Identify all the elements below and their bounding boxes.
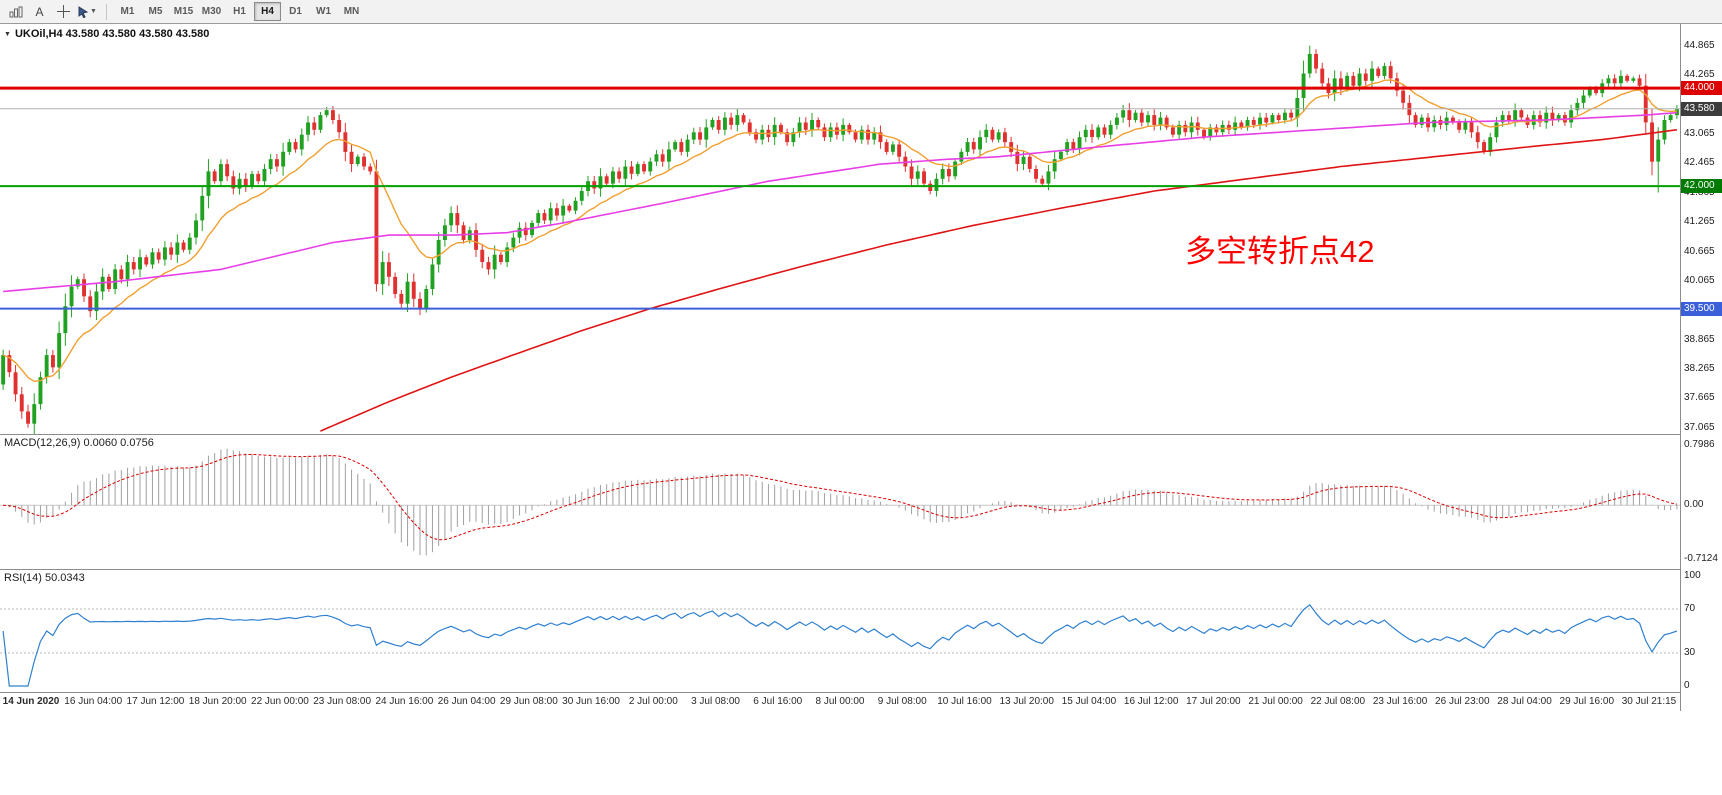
ma-fast-line	[2, 79, 1677, 383]
timeframe-button-W1[interactable]: W1	[310, 2, 337, 21]
timeframe-button-M5[interactable]: M5	[142, 2, 169, 21]
rsi-line	[2, 603, 1678, 687]
time-axis-label: 22 Jun 00:00	[251, 696, 309, 707]
time-axis-label: 29 Jul 16:00	[1559, 696, 1615, 707]
symbol-ohlc-label: UKOil,H4 43.580 43.580 43.580 43.580	[14, 28, 210, 40]
rsi-canvas[interactable]	[0, 570, 1680, 692]
price-axis-label: 38.865	[1684, 334, 1715, 345]
price-badge-43.580: 43.580	[1681, 102, 1722, 116]
price-axis-label: 44.865	[1684, 40, 1715, 51]
time-axis-label: 24 Jun 16:00	[375, 696, 434, 707]
cursor-icon	[78, 5, 89, 18]
macd-histogram	[8, 448, 1678, 556]
timeframe-group: M1 M5 M15 M30 H1 H4 D1 W1 MN	[114, 2, 365, 21]
rsi-axis-label: 30	[1684, 647, 1696, 658]
price-axis-label: 37.665	[1684, 392, 1715, 403]
time-axis-label: 21 Jul 00:00	[1248, 696, 1303, 707]
ma-mid-line	[3, 111, 1677, 293]
timeframe-button-H4[interactable]: H4	[254, 2, 281, 21]
timeframe-button-MN[interactable]: MN	[338, 2, 365, 21]
time-axis-label: 26 Jun 04:00	[437, 696, 496, 707]
macd-label: MACD(12,26,9) 0.0060 0.0756	[4, 437, 154, 449]
toolbar-separator	[106, 3, 107, 20]
collapse-triangle-icon: ▼	[4, 30, 11, 38]
main-chart-panel[interactable]: 多空转折点42 ▼ UKOil,H4 43.580 43.580 43.580 …	[0, 24, 1680, 435]
price-axis-label: 40.665	[1684, 246, 1715, 257]
toolbar: A ▼ M1 M5 M15 M30 H1 H4 D1 W1 MN	[0, 0, 1722, 24]
rsi-axis-label: 100	[1684, 570, 1701, 581]
time-axis-label: 16 Jun 04:00	[64, 696, 123, 707]
chart-title: ▼ UKOil,H4 43.580 43.580 43.580 43.580	[4, 28, 209, 40]
time-axis-label: 29 Jun 08:00	[499, 696, 558, 707]
candles-layer	[1, 45, 1679, 434]
macd-axis-label: 0.00	[1684, 499, 1704, 510]
chart-annotation-text[interactable]: 多空转折点42	[1185, 234, 1374, 269]
time-axis-label: 30 Jul 21:15	[1621, 696, 1677, 707]
time-axis-label: 13 Jul 20:00	[999, 696, 1054, 707]
price-axis-label: 40.065	[1684, 275, 1715, 286]
timeframe-button-M1[interactable]: M1	[114, 2, 141, 21]
bar-chart-icon	[9, 6, 22, 17]
rsi-axis-label: 70	[1684, 603, 1696, 614]
rsi-panel[interactable]: RSI(14) 50.0343	[0, 570, 1680, 693]
time-axis-label: 15 Jul 04:00	[1061, 696, 1117, 707]
time-axis-label: 28 Jul 04:00	[1497, 696, 1552, 707]
time-axis-label: 6 Jul 16:00	[753, 696, 803, 707]
price-axis-label: 43.065	[1684, 128, 1715, 139]
time-axis-label: 2 Jul 00:00	[628, 696, 678, 707]
timeframe-button-M30[interactable]: M30	[198, 2, 225, 21]
ma-slow-line	[320, 129, 1678, 432]
rsi-label: RSI(14) 50.0343	[4, 572, 85, 584]
timeframe-button-H1[interactable]: H1	[226, 2, 253, 21]
time-axis-label: 17 Jun 12:00	[126, 696, 185, 707]
time-axis-label: 9 Jul 08:00	[877, 696, 927, 707]
chart-panels: 多空转折点42 ▼ UKOil,H4 43.580 43.580 43.580 …	[0, 24, 1680, 711]
charts-tool-icon[interactable]	[4, 2, 27, 22]
time-axis-label: 23 Jun 08:00	[313, 696, 372, 707]
price-badge-44.000: 44.000	[1681, 81, 1722, 95]
price-axis[interactable]: 44.86544.26543.06542.46541.86541.26540.6…	[1680, 24, 1722, 711]
crosshair-tool-icon[interactable]	[52, 2, 75, 22]
main-chart-canvas[interactable]: 多空转折点42	[0, 24, 1680, 434]
text-tool-glyph: A	[35, 4, 44, 19]
price-axis-label: 42.465	[1684, 157, 1715, 168]
crosshair-icon	[57, 5, 70, 18]
time-axis-label: 17 Jul 20:00	[1186, 696, 1241, 707]
macd-canvas[interactable]	[0, 435, 1680, 569]
rsi-axis-label: 0	[1684, 680, 1690, 691]
pointer-tool-dropdown[interactable]: ▼	[76, 2, 99, 22]
price-badge-42.000: 42.000	[1681, 179, 1722, 193]
price-axis-label: 37.065	[1684, 422, 1715, 433]
macd-signal-line	[3, 453, 1678, 541]
macd-axis-label: 0.7986	[1684, 439, 1715, 450]
timeframe-button-D1[interactable]: D1	[282, 2, 309, 21]
time-axis-label: 30 Jun 16:00	[562, 696, 620, 707]
price-badge-39.500: 39.500	[1681, 302, 1722, 316]
time-axis[interactable]: 14 Jun 2020 16 Jun 04:00 17 Jun 12:00 18 Ju…	[0, 693, 1680, 711]
price-axis-label: 38.265	[1684, 363, 1715, 374]
price-axis-label: 44.265	[1684, 69, 1715, 80]
time-axis-label: 18 Jun 20:00	[188, 696, 247, 707]
time-axis-label: 22 Jul 08:00	[1310, 696, 1366, 707]
time-axis-label: 14 Jun 2020	[2, 696, 60, 707]
macd-panel[interactable]: MACD(12,26,9) 0.0060 0.0756	[0, 435, 1680, 570]
time-axis-label: 10 Jul 16:00	[937, 696, 992, 707]
time-axis-label: 26 Jul 23:00	[1435, 696, 1490, 707]
time-axis-label: 16 Jul 12:00	[1123, 696, 1179, 707]
timeframe-button-M15[interactable]: M15	[170, 2, 197, 21]
text-tool-icon[interactable]: A	[28, 2, 51, 22]
chevron-down-icon: ▼	[90, 8, 97, 15]
macd-axis-label: -0.7124	[1684, 553, 1718, 564]
time-axis-label: 8 Jul 00:00	[815, 696, 865, 707]
time-axis-label: 23 Jul 16:00	[1372, 696, 1428, 707]
time-axis-label: 3 Jul 08:00	[691, 696, 740, 707]
price-axis-label: 41.265	[1684, 216, 1715, 227]
